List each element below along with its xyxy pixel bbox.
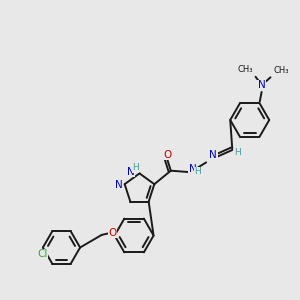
Text: N: N (209, 150, 217, 161)
Text: O: O (109, 227, 117, 238)
Text: N: N (127, 167, 135, 177)
Text: O: O (163, 150, 171, 160)
Text: N: N (115, 180, 122, 190)
Text: N: N (189, 164, 196, 174)
Text: H: H (132, 164, 139, 172)
Text: Cl: Cl (37, 249, 47, 259)
Text: H: H (194, 167, 201, 176)
Text: CH₃: CH₃ (273, 66, 289, 75)
Text: CH₃: CH₃ (238, 65, 254, 74)
Text: H: H (234, 148, 241, 158)
Text: N: N (258, 80, 266, 90)
